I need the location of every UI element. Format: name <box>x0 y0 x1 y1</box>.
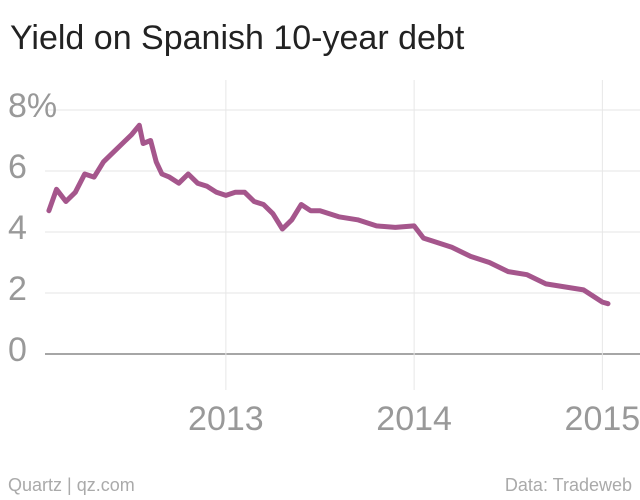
y-tick-label: 0 <box>8 331 27 369</box>
y-tick-label: 8% <box>8 87 57 125</box>
x-tick-label: 2013 <box>188 400 264 438</box>
y-tick-label: 6 <box>8 148 27 186</box>
line <box>46 122 611 307</box>
y-tick-label: 2 <box>8 270 27 308</box>
x-tick-label: 2015 <box>565 400 640 438</box>
chart-title: Yield on Spanish 10-year debt <box>10 19 465 57</box>
source: Data: Tradeweb <box>505 475 632 495</box>
y-tick-label: 4 <box>8 209 27 247</box>
x-tick-label: 2014 <box>376 400 452 438</box>
credit: Quartz | qz.com <box>8 475 135 495</box>
